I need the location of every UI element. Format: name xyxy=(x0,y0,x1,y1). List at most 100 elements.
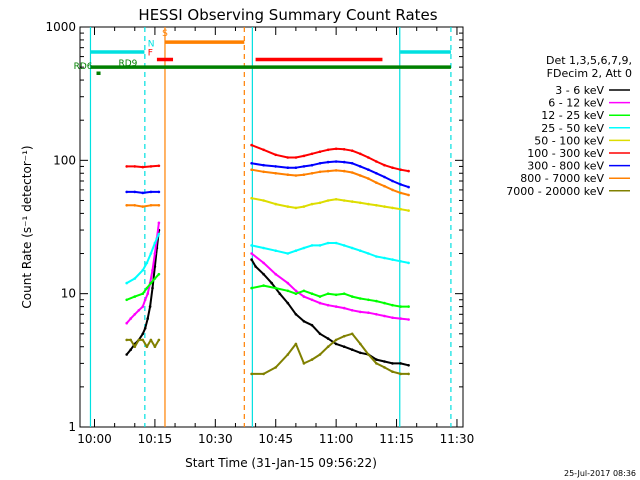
series-5-point-1-10 xyxy=(342,148,346,151)
series-4-point-0-17 xyxy=(399,207,402,211)
series-5-point-1-16 xyxy=(391,166,394,169)
series-2-point-1-16 xyxy=(391,303,394,307)
series-6-point-1-7 xyxy=(318,162,322,165)
series-7-point-1-13 xyxy=(367,177,370,180)
series-3-point-1-14 xyxy=(375,255,378,258)
series-3-point-1-5 xyxy=(302,246,306,250)
series-8-point-1-3 xyxy=(286,353,290,356)
x-tick-label-2: 10:30 xyxy=(198,432,233,446)
series-8-point-1-10 xyxy=(342,334,346,338)
series-0-point-0-1 xyxy=(129,348,132,352)
series-1-point-1-7 xyxy=(318,301,322,305)
series-8-point-1-15 xyxy=(383,366,386,369)
series-3-point-1-11 xyxy=(350,246,354,250)
series-2-point-1-17 xyxy=(399,305,402,308)
series-0-point-1-7 xyxy=(302,320,306,323)
series-3-point-1-9 xyxy=(334,241,338,245)
series-7-point-0-4 xyxy=(157,204,161,207)
series-8-point-1-5 xyxy=(302,362,306,365)
series-0-point-1-18 xyxy=(391,362,394,365)
series-5-point-1-18 xyxy=(407,169,410,173)
series-6-point-1-5 xyxy=(302,165,306,168)
series-5-point-1-17 xyxy=(399,168,402,171)
series-8-point-1-18 xyxy=(407,372,410,376)
series-5-point-1-15 xyxy=(383,163,386,167)
series-6-point-1-6 xyxy=(310,163,314,167)
x-tick-label-1: 10:15 xyxy=(138,432,173,446)
series-1-point-1-11 xyxy=(350,309,354,312)
series-8-point-1-16 xyxy=(391,370,394,374)
series-4-point-0-6 xyxy=(310,202,314,206)
x-tick-label-6: 11:30 xyxy=(440,432,475,446)
series-7-point-1-2 xyxy=(274,172,278,175)
legend-label-6: 300 - 800 keV xyxy=(527,160,604,173)
series-4-point-0-18 xyxy=(407,209,410,212)
series-0-point-1-20 xyxy=(407,364,410,367)
series-0-point-0-4 xyxy=(141,332,145,336)
series-2-point-1-11 xyxy=(350,295,354,298)
series-0-point-0-8 xyxy=(151,286,154,290)
series-0-point-1-17 xyxy=(383,360,386,363)
series-1-point-0-11 xyxy=(157,221,161,225)
series-8-point-1-1 xyxy=(262,372,265,376)
series-1-point-0-0 xyxy=(125,321,128,325)
series-1-point-1-8 xyxy=(326,303,330,307)
series-1-point-0-1 xyxy=(129,317,132,320)
series-8-point-1-13 xyxy=(367,353,370,356)
chart-title: HESSI Observing Summary Count Rates xyxy=(138,6,437,24)
series-7-point-1-3 xyxy=(286,173,290,176)
generation-timestamp: 25-Jul-2017 08:36 xyxy=(564,469,636,478)
series-1-point-0-3 xyxy=(137,309,141,312)
series-3-point-0-0 xyxy=(125,281,128,285)
series-7-point-0-3 xyxy=(149,204,153,207)
series-8-point-0-6 xyxy=(149,338,153,342)
series-4-point-0-4 xyxy=(294,206,298,210)
series-5-point-1-0 xyxy=(250,143,253,147)
legend-header-line-2: FDecim 2, Att 0 xyxy=(547,67,632,80)
series-0-point-0-6 xyxy=(146,317,149,320)
series-2-point-1-15 xyxy=(383,301,386,305)
flag-label-s: S xyxy=(162,29,168,39)
series-5-point-1-2 xyxy=(274,153,278,157)
series-1-point-1-12 xyxy=(359,310,362,314)
series-3-point-1-12 xyxy=(359,249,362,252)
series-2-point-1-12 xyxy=(359,297,362,300)
series-0-point-1-10 xyxy=(326,337,330,340)
series-8-point-0-4 xyxy=(141,338,145,342)
series-4-point-0-10 xyxy=(342,199,346,202)
series-8-point-0-7 xyxy=(153,345,157,349)
flag-label-f: F xyxy=(148,49,153,59)
series-0-point-1-8 xyxy=(310,323,314,327)
series-0-point-1-19 xyxy=(399,362,402,365)
series-3-point-1-8 xyxy=(326,241,330,245)
series-0-point-1-9 xyxy=(318,332,322,336)
series-2-point-0-3 xyxy=(145,286,149,290)
series-7-point-1-7 xyxy=(318,170,322,174)
series-2-point-1-10 xyxy=(342,292,346,296)
series-0-point-1-1 xyxy=(254,265,257,268)
legend-label-8: 7000 - 20000 keV xyxy=(506,185,604,198)
series-5-point-0-0 xyxy=(125,165,128,168)
series-8-point-1-12 xyxy=(359,342,362,346)
x-tick-label-4: 11:00 xyxy=(319,432,354,446)
series-6-point-1-10 xyxy=(342,160,346,164)
series-2-point-0-5 xyxy=(153,277,157,280)
series-8-point-0-1 xyxy=(129,338,132,342)
series-6-point-1-11 xyxy=(350,162,354,165)
series-8-point-0-3 xyxy=(137,338,141,342)
series-5-point-1-9 xyxy=(334,147,338,151)
series-1-point-1-2 xyxy=(274,272,278,276)
series-7-point-1-4 xyxy=(294,174,298,177)
series-3-point-0-1 xyxy=(133,277,137,280)
series-1-point-1-10 xyxy=(342,306,346,310)
series-2-point-0-2 xyxy=(141,292,145,296)
y-tick-label-3: 1000 xyxy=(45,20,76,34)
axis-layer: 10:00 10:15 10:30 10:45 11:00 11:15 11:30 1 10 10… xyxy=(45,20,474,446)
series-6-point-1-9 xyxy=(334,160,338,163)
series-5-point-1-8 xyxy=(326,148,330,152)
series-3-point-1-6 xyxy=(310,244,314,247)
series-2-point-1-5 xyxy=(302,289,306,293)
series-8-point-1-17 xyxy=(399,372,402,376)
series-4-point-0-9 xyxy=(334,198,338,201)
